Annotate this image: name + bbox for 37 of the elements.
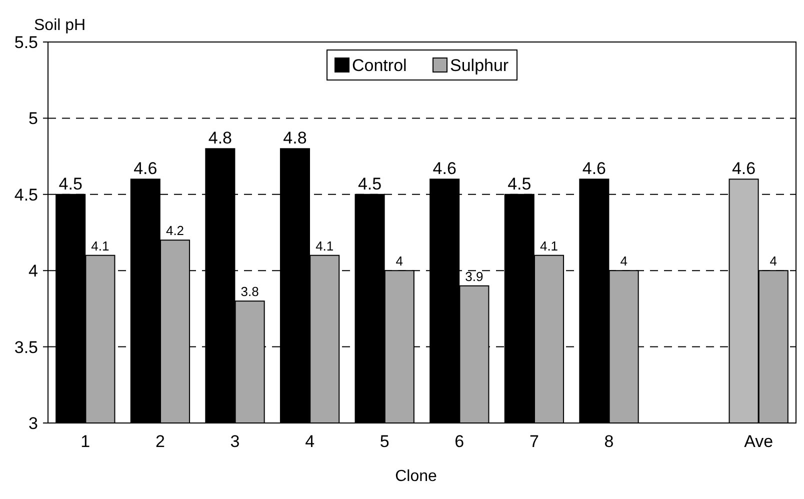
data-label: 4.2 bbox=[166, 223, 184, 238]
x-tick-label: 6 bbox=[454, 432, 464, 451]
data-label: 4 bbox=[396, 254, 404, 269]
data-label: 4.1 bbox=[316, 238, 334, 254]
data-label: 4.8 bbox=[208, 128, 232, 148]
data-label: 4.6 bbox=[134, 159, 158, 178]
data-label: 4.5 bbox=[358, 174, 382, 194]
data-label: 3.8 bbox=[240, 284, 259, 300]
x-tick-label: 3 bbox=[230, 432, 240, 451]
data-label: 4.6 bbox=[432, 159, 456, 178]
data-label: 4.6 bbox=[582, 159, 606, 178]
data-label: 4.5 bbox=[58, 174, 82, 194]
x-tick-label: 7 bbox=[529, 432, 539, 451]
x-tick-label: 4 bbox=[305, 432, 315, 451]
data-label: 4.6 bbox=[732, 159, 756, 178]
x-tick-label: 1 bbox=[80, 432, 90, 451]
y-tick-label: 5.5 bbox=[14, 32, 38, 52]
x-tick-label: 8 bbox=[604, 432, 614, 451]
y-axis-title: Soil pH bbox=[34, 17, 86, 34]
data-label: 4.1 bbox=[91, 238, 110, 254]
data-label: 4 bbox=[770, 254, 778, 269]
y-tick-label: 5 bbox=[28, 109, 38, 128]
data-label: 4.8 bbox=[283, 128, 307, 148]
y-tick-label: 3 bbox=[28, 414, 38, 433]
x-tick-label: 2 bbox=[155, 432, 165, 451]
y-tick-label: 4 bbox=[28, 262, 38, 281]
data-label: 4 bbox=[620, 254, 628, 269]
y-tick-label: 4.5 bbox=[14, 185, 38, 204]
x-axis-title: Clone bbox=[395, 468, 437, 485]
x-tick-label: Ave bbox=[744, 432, 774, 451]
x-tick-label: 5 bbox=[380, 432, 390, 451]
y-tick-label: 3.5 bbox=[14, 338, 38, 357]
data-label: 4.1 bbox=[540, 238, 558, 254]
legend-label: Sulphur bbox=[450, 56, 509, 75]
legend-label: Control bbox=[352, 56, 407, 75]
data-label: 3.9 bbox=[465, 268, 484, 284]
data-label: 4.5 bbox=[508, 174, 532, 194]
